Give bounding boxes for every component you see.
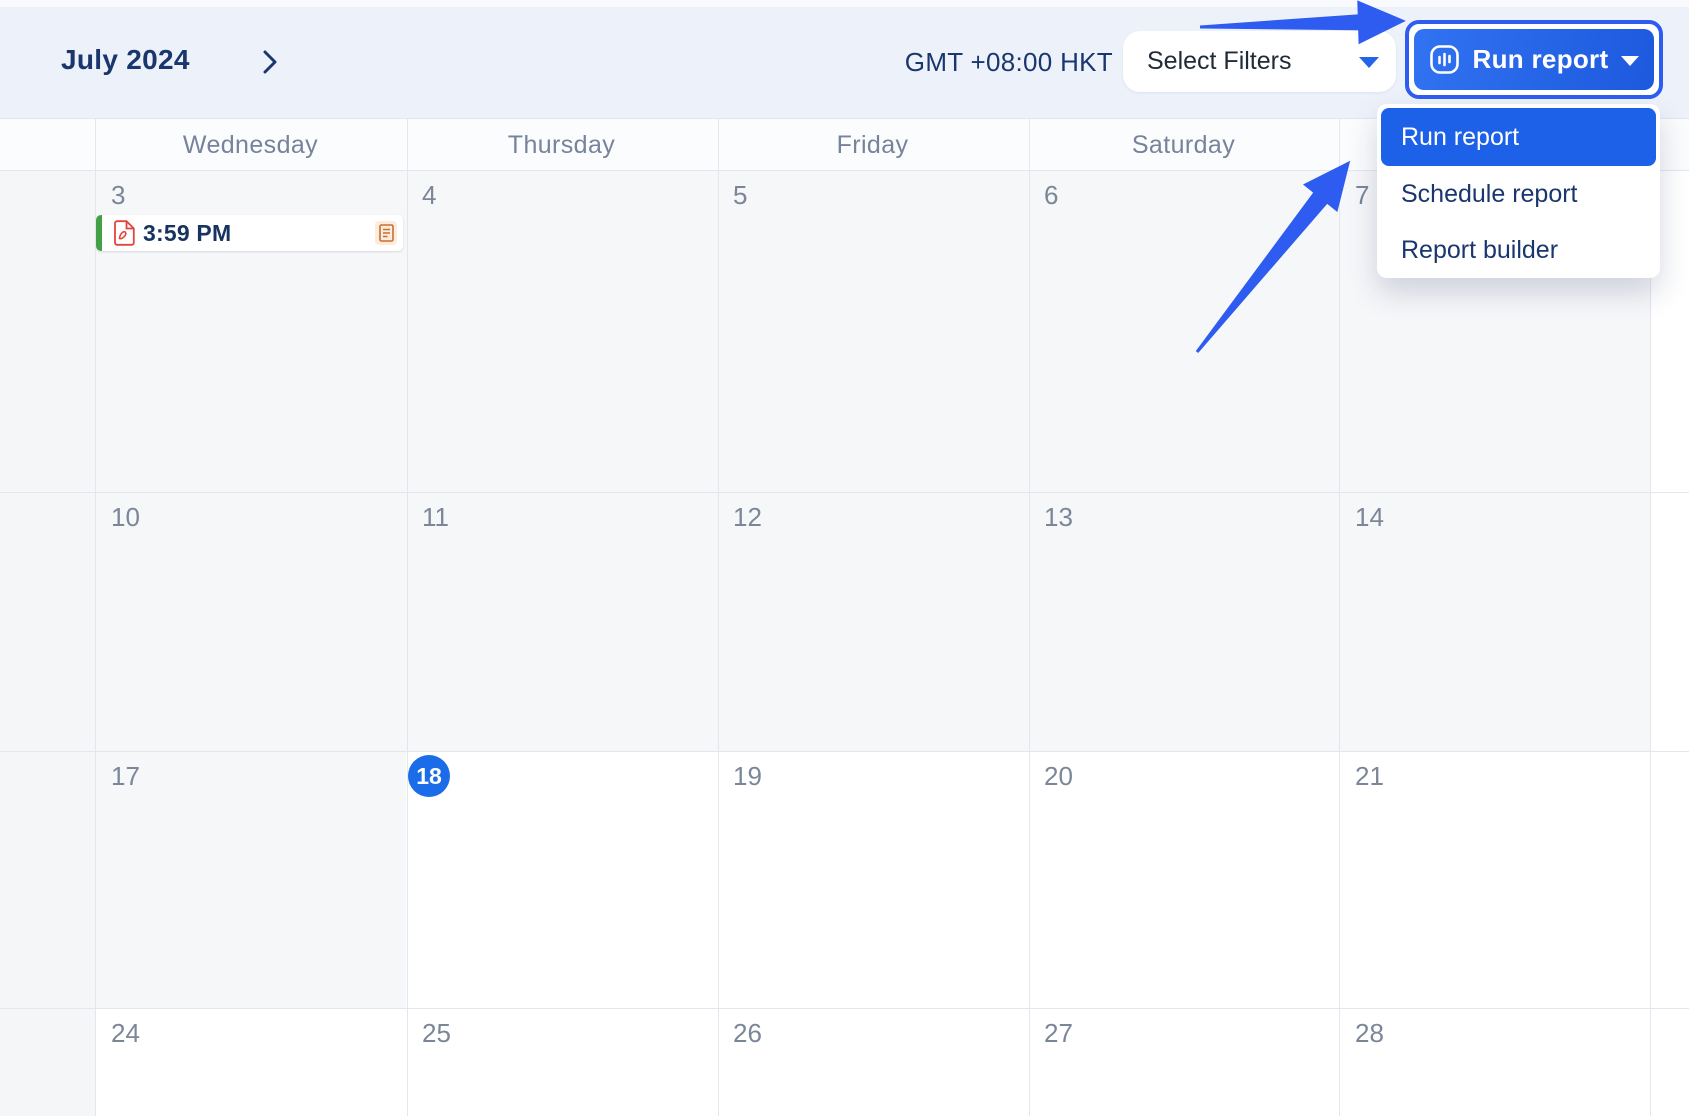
grid-hline <box>0 118 1689 119</box>
calendar-day-cell-10[interactable]: 10 <box>95 492 406 751</box>
day-number: 27 <box>1044 1018 1073 1048</box>
caret-down-icon <box>1621 56 1640 66</box>
bar-chart-icon <box>1429 45 1459 74</box>
calendar-day-cell-5[interactable]: 5 <box>717 170 1028 492</box>
calendar-day-cell-14[interactable]: 14 <box>1339 492 1650 751</box>
calendar-day-cell-26[interactable]: 26 <box>717 1008 1028 1116</box>
grid-vline <box>1029 118 1030 1116</box>
caret-down-icon <box>1359 57 1379 68</box>
grid-vline <box>407 118 408 1116</box>
run-report-button-label: Run report <box>1472 44 1609 74</box>
grid-vline <box>1650 118 1651 1116</box>
day-number: 7 <box>1355 180 1370 210</box>
day-header-friday: Friday <box>836 131 909 159</box>
grid-hline <box>0 492 1689 493</box>
grid-vline <box>95 118 96 1116</box>
today-badge: 18 <box>408 755 450 797</box>
report-dropdown-menu: Run report Schedule report Report builder <box>1377 104 1660 278</box>
chevron-right-icon <box>263 50 277 74</box>
calendar-day-cell-3[interactable]: 3 3:59 PM <box>95 170 406 492</box>
day-number: 4 <box>422 180 437 210</box>
grid-hline <box>0 170 1689 171</box>
grid-hline <box>0 751 1689 752</box>
day-header-wednesday: Wednesday <box>182 131 319 159</box>
calendar-day-cell-11[interactable]: 11 <box>406 492 717 751</box>
day-number: 12 <box>733 502 762 532</box>
event-chip[interactable]: 3:59 PM <box>96 215 403 251</box>
calendar-day-cell-18[interactable]: 18 <box>406 751 717 1008</box>
run-report-button[interactable]: Run report <box>1414 29 1654 90</box>
calendar-left-gutter <box>0 170 95 1116</box>
day-number: 3 <box>111 180 126 210</box>
day-number: 5 <box>733 180 748 210</box>
day-number: 20 <box>1044 761 1073 791</box>
select-filters-label: Select Filters <box>1147 47 1292 75</box>
calendar-day-cell-6[interactable]: 6 <box>1028 170 1339 492</box>
day-number: 24 <box>111 1018 140 1048</box>
day-header-saturday: Saturday <box>1131 131 1236 159</box>
receipt-badge <box>375 221 397 245</box>
day-number: 25 <box>422 1018 451 1048</box>
calendar-day-cell-12[interactable]: 12 <box>717 492 1028 751</box>
timezone-label: GMT +08:00 HKT <box>904 47 1113 77</box>
day-number: 19 <box>733 761 762 791</box>
day-number: 28 <box>1355 1018 1384 1048</box>
pdf-attachment <box>113 220 135 246</box>
day-number: 17 <box>111 761 140 791</box>
calendar-day-cell-28[interactable]: 28 <box>1339 1008 1650 1116</box>
calendar-day-cell-27[interactable]: 27 <box>1028 1008 1339 1116</box>
calendar-right-gutter <box>1650 118 1689 1116</box>
menu-item-schedule-report[interactable]: Schedule report <box>1401 179 1578 208</box>
day-number: 10 <box>111 502 140 532</box>
next-month-button[interactable] <box>254 47 284 77</box>
pdf-icon <box>114 220 135 246</box>
calendar-day-cell-19[interactable]: 19 <box>717 751 1028 1008</box>
calendar-day-cell-13[interactable]: 13 <box>1028 492 1339 751</box>
menu-item-report-builder[interactable]: Report builder <box>1401 235 1559 264</box>
day-number: 21 <box>1355 761 1384 791</box>
day-number: 26 <box>733 1018 762 1048</box>
grid-vline <box>718 118 719 1116</box>
day-number: 11 <box>422 502 449 532</box>
calendar-day-cell-4[interactable]: 4 <box>406 170 717 492</box>
calendar-day-cell-20[interactable]: 20 <box>1028 751 1339 1008</box>
day-number: 6 <box>1044 180 1059 210</box>
calendar-day-cell-24[interactable]: 24 <box>95 1008 406 1116</box>
grid-hline <box>0 1008 1689 1009</box>
grid-vline <box>1339 118 1340 1116</box>
menu-item-run-report[interactable]: Run report <box>1381 108 1656 166</box>
day-number: 13 <box>1044 502 1073 532</box>
select-filters-dropdown[interactable]: Select Filters <box>1123 31 1396 92</box>
day-header-thursday: Thursday <box>507 131 616 159</box>
event-time: 3:59 PM <box>143 219 232 246</box>
day-number: 14 <box>1355 502 1384 532</box>
calendar-day-cell-21[interactable]: 21 <box>1339 751 1650 1008</box>
calendar-day-cell-25[interactable]: 25 <box>406 1008 717 1116</box>
calendar-day-cell-17[interactable]: 17 <box>95 751 406 1008</box>
annotation-highlight-box: Run report <box>1405 20 1663 99</box>
event-color-bar <box>96 215 102 251</box>
month-label: July 2024 <box>61 44 190 75</box>
receipt-icon <box>378 224 394 242</box>
